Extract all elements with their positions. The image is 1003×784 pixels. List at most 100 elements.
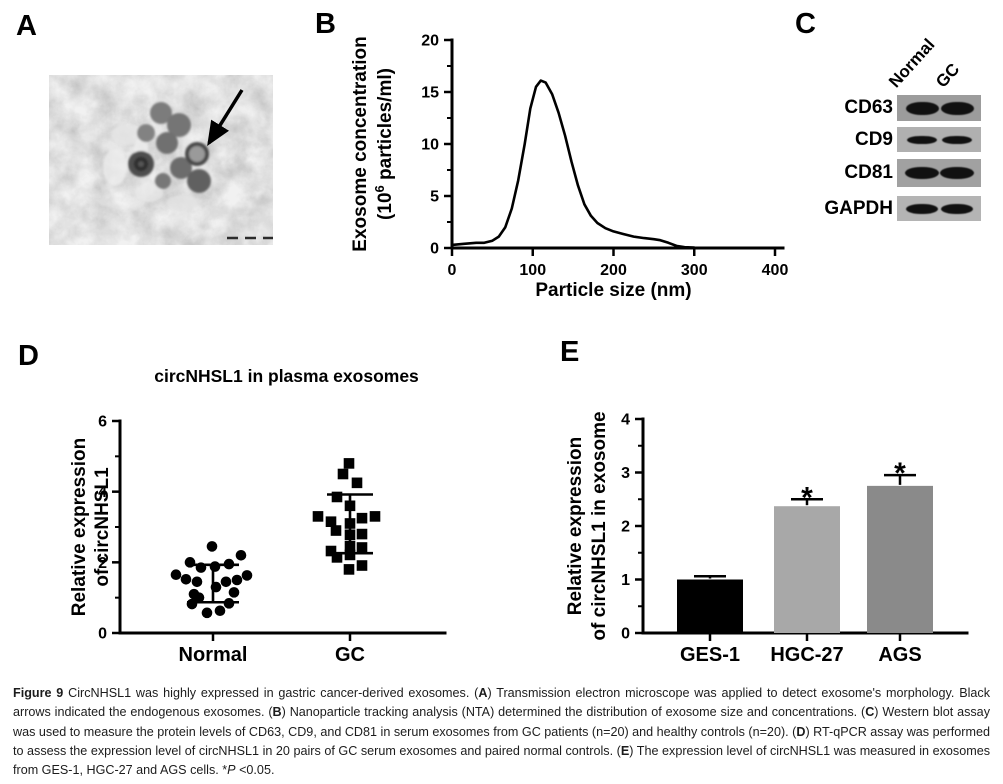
category-label-ges-1: GES-1: [680, 644, 740, 666]
x-tick-label: 0: [448, 262, 457, 279]
y-axis-title-line2: of circNHSL1 in exosome: [589, 411, 610, 640]
scatter-point-gc: [331, 552, 343, 563]
caption-text-segment: ) Transmission electron microscope was a…: [13, 686, 990, 720]
scatter-point-gc: [356, 512, 368, 524]
scatter-point-normal: [231, 574, 243, 586]
tem-noise-texture: [49, 75, 273, 245]
scatter-point-normal: [186, 598, 198, 610]
caption-bold-segment: B: [272, 705, 282, 720]
figure-caption: Figure 9 CircNHSL1 was highly expressed …: [13, 684, 990, 780]
x-tick-label: 300: [681, 262, 708, 279]
y-axis-title-line2: (106 particles/ml): [372, 68, 396, 220]
panel-c-label: C: [795, 8, 816, 40]
blot-row-label-cd9: CD9: [854, 129, 893, 150]
plasma-scatter-chart: circNHSL1 in plasma exosomes 0 2 4 6 Normal GC…: [69, 366, 447, 666]
scatter-point-gc: [325, 545, 337, 557]
panel-b-label: B: [315, 8, 336, 40]
caption-bold-segment: D: [796, 724, 806, 739]
y-tick-label: 20: [421, 33, 439, 50]
blot-band-cd81-normal: [905, 167, 939, 179]
x-tick-label: 100: [519, 262, 546, 279]
blot-strip-gapdh: [897, 196, 981, 221]
y-tick-label: 10: [421, 137, 439, 154]
scatter-point-normal: [228, 587, 240, 598]
blot-band-cd63-gc: [940, 101, 974, 115]
y-tick-label: 0: [621, 626, 630, 643]
x-tick-label: 400: [762, 262, 789, 279]
caption-italic-segment: P: [227, 763, 236, 778]
exosome-cluster: [103, 102, 211, 211]
caption-text-segment: ) Nanoparticle tracking analysis (NTA) d…: [281, 705, 866, 720]
y-tick-label: 2: [621, 519, 630, 536]
blot-band-cd81-gc: [940, 167, 974, 179]
blot-band-gapdh-gc: [941, 203, 973, 214]
y-axis-title-line1: Relative expression: [69, 438, 90, 616]
panel-e-label: E: [560, 336, 580, 368]
significance-star-ags: *: [894, 457, 906, 490]
cell-line-bar-chart: 0 1 2 3 4 GES-1 * HGC-27 * AGS Relative expression…: [565, 411, 969, 666]
y-tick-label: 2: [98, 555, 107, 572]
scatter-point-gc: [337, 468, 349, 480]
scatter-point-normal: [170, 569, 182, 580]
y-axis-title-line2: of circNHSL1: [92, 467, 113, 587]
scatter-point-gc: [356, 560, 368, 571]
panel-d-label: D: [18, 340, 39, 372]
category-label-ags: AGS: [878, 644, 921, 666]
scatter-point-gc: [330, 525, 342, 536]
scatter-point-normal: [235, 549, 247, 561]
scatter-point-normal: [206, 541, 218, 552]
scatter-point-gc: [356, 528, 368, 540]
scatter-point-normal: [220, 576, 232, 588]
scatter-point-gc: [343, 564, 355, 575]
blot-band-cd9-normal: [907, 135, 937, 144]
y-axis-title-line1: Exosome concentration: [350, 36, 371, 251]
scatter-point-gc: [325, 516, 337, 527]
scatter-point-normal: [193, 592, 205, 603]
significance-star-hgc-27: *: [801, 481, 813, 514]
scatter-point-normal: [191, 576, 203, 588]
y-tick-label: 6: [98, 414, 107, 431]
blot-row-label-gapdh: GAPDH: [824, 198, 893, 219]
caption-text-segment: ) Western blot assay was used to measure…: [13, 705, 990, 739]
bar-ges-1: [677, 579, 743, 633]
y-tick-label: 5: [430, 189, 439, 206]
western-blot: Normal GC CD63 CD9 CD81 GAPDH: [790, 10, 1003, 240]
scatter-point-gc: [312, 511, 324, 522]
scatter-point-gc: [331, 491, 343, 503]
tem-graphic: [49, 75, 274, 245]
arrow-target-exosome: [185, 142, 209, 166]
scatter-point-normal: [180, 573, 192, 585]
caption-text-segment: ) The expression level of circNHSL1 was …: [13, 743, 990, 778]
scatter-point-gc: [369, 511, 381, 522]
blot-strip-cd81: [897, 159, 981, 187]
y-tick-label: 15: [421, 85, 439, 102]
x-axis-title: Particle size (nm): [535, 280, 691, 301]
caption-bold-segment: C: [865, 705, 875, 720]
bar-hgc-27: [774, 506, 840, 633]
lane-header-gc: GC: [932, 59, 964, 92]
caption-bold-segment: E: [620, 743, 630, 758]
scatter-point-gc: [351, 477, 363, 489]
blot-band-cd9-gc: [942, 135, 972, 144]
y-tick-label: 4: [98, 484, 107, 501]
panel-a-label: A: [16, 10, 37, 42]
blot-band-gapdh-normal: [906, 203, 938, 214]
tem-image: [49, 75, 274, 245]
y-axis-title-line1: Relative expression: [565, 437, 586, 615]
caption-bold-segment: Figure 9: [13, 686, 69, 700]
y-tick-label: 1: [621, 572, 630, 589]
category-label-normal: Normal: [179, 644, 248, 666]
scatter-point-normal: [201, 607, 213, 619]
caption-text-segment: <0.05.: [235, 763, 275, 778]
scatter-point-gc: [343, 458, 355, 469]
lane-header-normal: Normal: [885, 35, 939, 92]
scatter-point-gc: [344, 549, 356, 561]
y-tick-label: 0: [430, 241, 439, 258]
blot-strip-cd9: [897, 127, 981, 152]
bar-ags: [867, 485, 933, 633]
tem-arrow: [207, 89, 244, 146]
caption-text-segment: ) RT-qPCR assay was performed to assess …: [13, 724, 990, 758]
blot-strip-cd63: [897, 95, 981, 121]
